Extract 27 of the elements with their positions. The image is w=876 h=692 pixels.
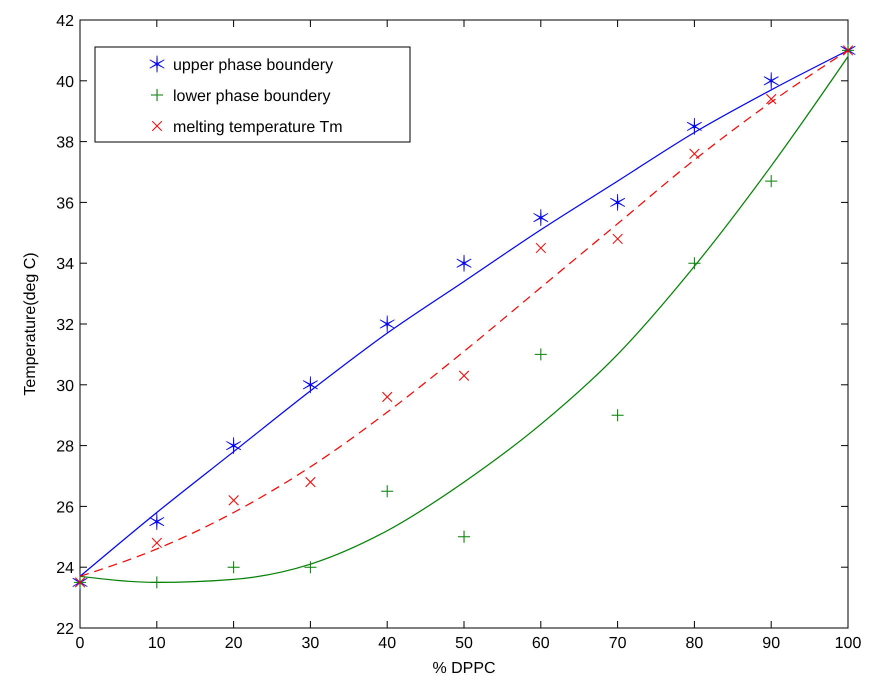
x-axis-title: % DPPC	[432, 660, 496, 677]
y-tick-label: 26	[56, 499, 74, 516]
x-tick-label: 40	[378, 635, 396, 652]
x-tick-label: 70	[608, 635, 627, 652]
y-tick-label: 24	[56, 560, 74, 578]
y-tick-label: 32	[56, 317, 74, 334]
y-tick-label: 30	[56, 378, 74, 395]
x-tick-label: 20	[224, 635, 243, 652]
x-tick-label: 100	[834, 635, 862, 652]
x-tick-label: 0	[76, 635, 85, 652]
x-tick-label: 10	[148, 635, 166, 652]
x-tick-label: 90	[762, 635, 780, 652]
x-tick-label: 80	[686, 635, 704, 652]
y-tick-label: 22	[56, 621, 74, 638]
x-tick-label: 50	[455, 635, 473, 652]
legend-label: melting temperature Tm	[173, 119, 343, 136]
y-axis-title: Temperature(deg C)	[22, 252, 39, 396]
x-tick-label: 30	[302, 635, 320, 652]
y-tick-label: 34	[56, 256, 74, 274]
y-tick-label: 38	[56, 134, 74, 152]
x-tick-label: 60	[532, 635, 550, 652]
y-tick-label: 28	[56, 438, 74, 456]
legend-label: upper phase boundery	[173, 57, 334, 74]
y-tick-label: 36	[56, 195, 74, 212]
legend-label: lower phase boundery	[173, 88, 330, 105]
y-tick-label: 40	[56, 74, 74, 91]
y-tick-label: 42	[56, 13, 74, 30]
